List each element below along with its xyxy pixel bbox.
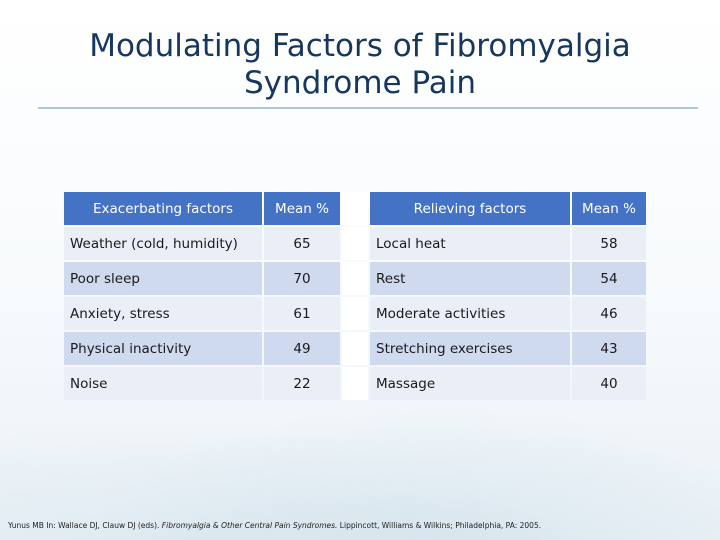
exacerbating-factor-cell: Poor sleep xyxy=(64,262,262,295)
table-row: Weather (cold, humidity) 65 Local heat 5… xyxy=(64,227,646,260)
relieving-factor-cell: Local heat xyxy=(370,227,570,260)
exacerbating-factor-cell: Noise xyxy=(64,367,262,400)
relieving-mean-cell: 54 xyxy=(572,262,646,295)
citation-book-title: Fibromyalgia & Other Central Pain Syndro… xyxy=(161,521,338,530)
exacerbating-mean-cell: 49 xyxy=(264,332,340,365)
exacerbating-mean-cell: 22 xyxy=(264,367,340,400)
relieving-mean-cell: 46 xyxy=(572,297,646,330)
exacerbating-mean-cell: 70 xyxy=(264,262,340,295)
background-swirl xyxy=(0,380,720,540)
relieving-mean-cell: 43 xyxy=(572,332,646,365)
exacerbating-factor-cell: Anxiety, stress xyxy=(64,297,262,330)
relieving-factor-cell: Rest xyxy=(370,262,570,295)
exacerbating-factor-cell: Weather (cold, humidity) xyxy=(64,227,262,260)
column-separator xyxy=(342,192,368,225)
header-relieving-factors: Relieving factors xyxy=(370,192,570,225)
column-separator xyxy=(342,262,368,295)
relieving-factor-cell: Moderate activities xyxy=(370,297,570,330)
column-separator xyxy=(342,332,368,365)
header-exacerbating-factors: Exacerbating factors xyxy=(64,192,262,225)
column-separator xyxy=(342,367,368,400)
exacerbating-mean-cell: 61 xyxy=(264,297,340,330)
column-separator xyxy=(342,297,368,330)
table-row: Poor sleep 70 Rest 54 xyxy=(64,262,646,295)
relieving-factor-cell: Massage xyxy=(370,367,570,400)
modulating-factors-table: Exacerbating factors Mean % Relieving fa… xyxy=(62,190,648,402)
citation-publisher: Lippincott, Williams & Wilkins; Philadel… xyxy=(337,521,542,530)
table-row: Physical inactivity 49 Stretching exerci… xyxy=(64,332,646,365)
relieving-mean-cell: 40 xyxy=(572,367,646,400)
slide-title: Modulating Factors of Fibromyalgia Syndr… xyxy=(0,28,720,102)
header-relieving-mean: Mean % xyxy=(572,192,646,225)
relieving-mean-cell: 58 xyxy=(572,227,646,260)
relieving-factor-cell: Stretching exercises xyxy=(370,332,570,365)
table-header-row: Exacerbating factors Mean % Relieving fa… xyxy=(64,192,646,225)
column-separator xyxy=(342,227,368,260)
citation-authors: Yunus MB In: Wallace DJ, Clauw DJ (eds). xyxy=(8,521,162,530)
table-row: Anxiety, stress 61 Moderate activities 4… xyxy=(64,297,646,330)
title-divider xyxy=(38,107,698,109)
slide-title-line-1: Modulating Factors of Fibromyalgia xyxy=(89,28,631,64)
exacerbating-mean-cell: 65 xyxy=(264,227,340,260)
slide-title-line-2: Syndrome Pain xyxy=(243,65,477,101)
header-exacerbating-mean: Mean % xyxy=(264,192,340,225)
exacerbating-factor-cell: Physical inactivity xyxy=(64,332,262,365)
table-row: Noise 22 Massage 40 xyxy=(64,367,646,400)
citation: Yunus MB In: Wallace DJ, Clauw DJ (eds).… xyxy=(8,521,712,530)
